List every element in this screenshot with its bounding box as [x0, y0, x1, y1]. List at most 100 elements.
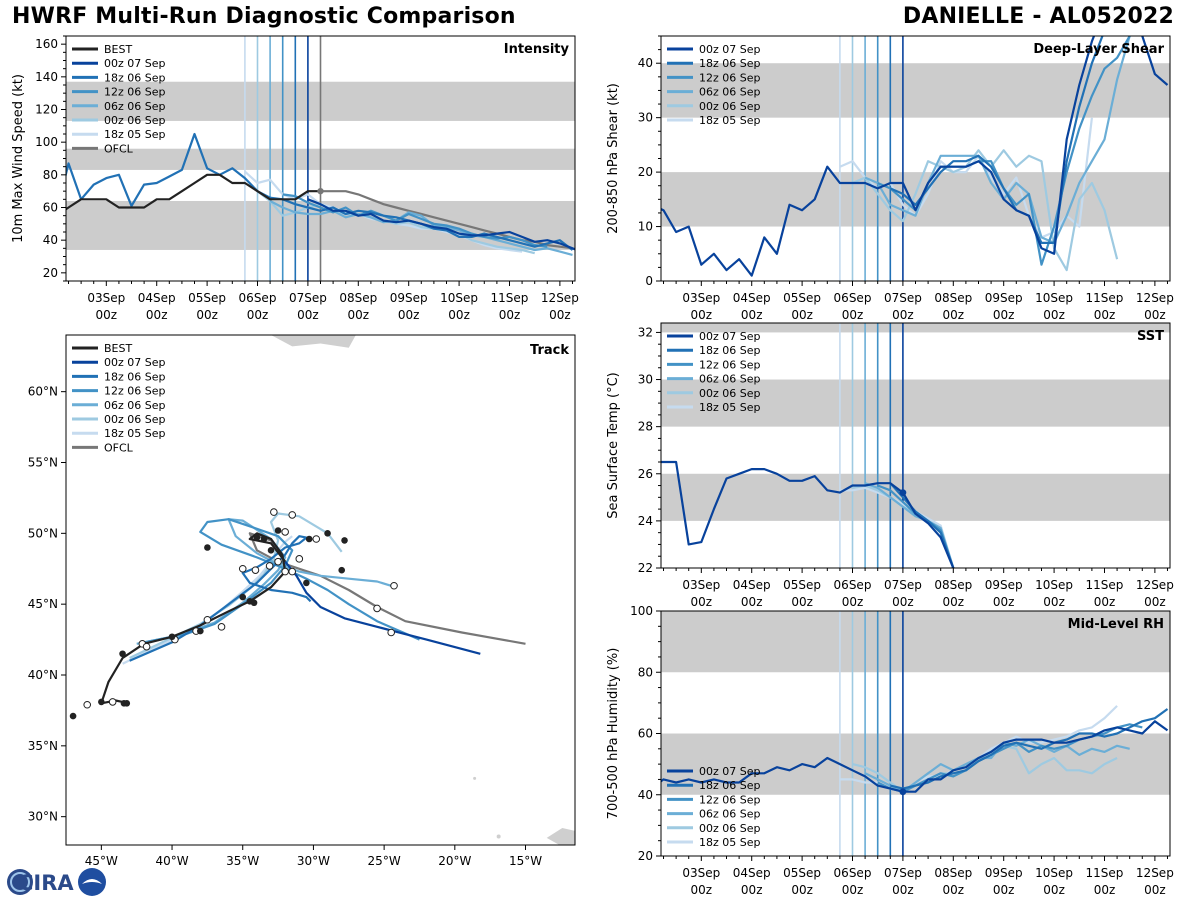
rh-xtick-sublabel: 00z — [1094, 883, 1116, 897]
shear-xtick-sublabel: 00z — [791, 308, 813, 322]
intensity-ylabel: 10m Max Wind Speed (kt) — [11, 74, 26, 243]
intensity-ytick-label: 120 — [35, 103, 58, 117]
sst-legend-label: 00z 07 Sep — [699, 330, 761, 343]
shear-xtick-sublabel: 00z — [943, 308, 965, 322]
track-best-point — [253, 534, 261, 541]
sst-ytick-label: 28 — [638, 420, 653, 434]
rh-xtick-label: 10Sep — [1035, 866, 1073, 880]
rh-xtick-sublabel: 00z — [1144, 883, 1166, 897]
sst-xtick-sublabel: 00z — [1043, 595, 1065, 609]
track-legend-label: BEST — [104, 342, 132, 355]
rh-ytick-label: 80 — [638, 665, 653, 679]
rh-ytick-label: 40 — [638, 788, 653, 802]
rh-title: Mid-Level RH — [1068, 617, 1164, 632]
track-best-point — [260, 535, 268, 543]
sst-xtick-label: 06Sep — [834, 578, 872, 592]
track-frame — [65, 334, 576, 846]
track-legend-label: 06z 06 Sep — [104, 399, 166, 412]
track-best-point — [168, 633, 176, 641]
track-best-point — [303, 579, 310, 587]
track-series — [100, 532, 287, 705]
intensity-legend-label: BEST — [104, 43, 132, 56]
shear-xtick-label: 08Sep — [934, 291, 972, 305]
track-best-point — [338, 566, 346, 574]
figure-title: HWRF Multi-Run Diagnostic Comparison — [12, 4, 516, 29]
sst-ytick-label: 24 — [638, 514, 653, 528]
track-series — [248, 532, 526, 645]
sst-xtick-label: 05Sep — [783, 578, 821, 592]
land-island — [473, 776, 477, 780]
rh-xtick-label: 05Sep — [783, 866, 821, 880]
track-best-point — [69, 712, 77, 720]
shear-legend-label: 18z 05 Sep — [699, 114, 761, 127]
track-legend-label: 18z 06 Sep — [104, 370, 166, 383]
shear-plot-area — [661, 36, 1170, 281]
shear-band — [661, 172, 1170, 227]
shear-xtick-label: 11Sep — [1086, 291, 1124, 305]
intensity-legend-label: 00z 07 Sep — [104, 57, 166, 70]
rh-ytick-label: 60 — [638, 727, 653, 741]
track-forecast-point — [238, 564, 247, 573]
sst-xtick-sublabel: 00z — [1144, 595, 1166, 609]
track-forecast-point — [373, 604, 381, 613]
sst-init-dot — [899, 489, 907, 497]
sst-title: SST — [1137, 329, 1164, 344]
track-series — [129, 512, 343, 659]
intensity-xtick-sublabel: 00z — [297, 308, 319, 322]
sst-legend-label: 06z 06 Sep — [699, 373, 761, 386]
sst-band — [661, 323, 1170, 333]
intensity-xtick-sublabel: 00z — [247, 308, 269, 322]
track-forecast-point — [288, 511, 297, 519]
intensity-series — [256, 190, 535, 255]
track-xtick-label: 40°W — [155, 854, 188, 868]
intensity-xtick-sublabel: 00z — [398, 308, 420, 322]
rh-xtick-sublabel: 00z — [791, 883, 813, 897]
track-best-point — [274, 527, 282, 534]
sst-ytick-label: 22 — [638, 561, 653, 575]
shear-xtick-label: 05Sep — [783, 291, 821, 305]
shear-legend-label: 18z 06 Sep — [699, 57, 761, 70]
shear-xtick-label: 10Sep — [1035, 291, 1073, 305]
land-africa — [546, 828, 575, 845]
rh-legend-label: 18z 05 Sep — [699, 836, 761, 849]
track-forecast-point — [142, 642, 151, 651]
shear-xtick-sublabel: 00z — [1094, 308, 1116, 322]
shear-xtick-sublabel: 00z — [691, 308, 713, 322]
intensity-legend-label: 18z 05 Sep — [104, 128, 166, 141]
sst-band — [661, 379, 1170, 427]
land-island — [496, 834, 501, 839]
shear-xtick-label: 04Sep — [733, 291, 771, 305]
intensity-xtick-sublabel: 00z — [146, 308, 168, 322]
rh-xtick-label: 09Sep — [985, 866, 1023, 880]
track-forecast-point — [217, 623, 226, 631]
track-panel: 45°W 40°W 35°W 30°W 25°W 20°W 15°W 30°N 35°N 40°N… — [28, 334, 576, 868]
sst-legend-label: 12z 06 Sep — [699, 358, 761, 371]
track-forecast-point — [274, 557, 282, 566]
intensity-xtick-label: 05Sep — [188, 291, 226, 305]
track-legend-label: 12z 06 Sep — [104, 385, 166, 398]
shear-xtick-sublabel: 00z — [741, 308, 763, 322]
sst-legend-label: 00z 06 Sep — [699, 387, 761, 400]
rh-xtick-label: 06Sep — [834, 866, 872, 880]
rh-xtick-label: 04Sep — [733, 866, 771, 880]
rh-legend-label: 00z 07 Sep — [699, 765, 761, 778]
track-ytick-label: 40°N — [28, 668, 58, 682]
intensity-xtick-sublabel: 00z — [196, 308, 218, 322]
track-legend-label: OFCL — [104, 441, 134, 454]
globe-ring — [10, 872, 30, 892]
track-xtick-label: 20°W — [438, 854, 471, 868]
rh-plot-area — [661, 611, 1170, 856]
sst-xtick-sublabel: 00z — [993, 595, 1015, 609]
track-ytick-label: 60°N — [28, 385, 58, 399]
shear-xtick-label: 12Sep — [1136, 291, 1174, 305]
rh-xtick-sublabel: 00z — [691, 883, 713, 897]
intensity-legend-label: 12z 06 Sep — [104, 86, 166, 99]
intensity-title: Intensity — [504, 42, 570, 57]
track-legend-label: 00z 06 Sep — [104, 413, 166, 426]
rh-init-dot — [899, 788, 907, 796]
intensity-xtick-sublabel: 00z — [348, 308, 370, 322]
track-xtick-label: 45°W — [85, 854, 118, 868]
shear-xtick-label: 09Sep — [985, 291, 1023, 305]
track-forecast-point — [203, 615, 212, 624]
rh-xtick-label: 07Sep — [884, 866, 922, 880]
